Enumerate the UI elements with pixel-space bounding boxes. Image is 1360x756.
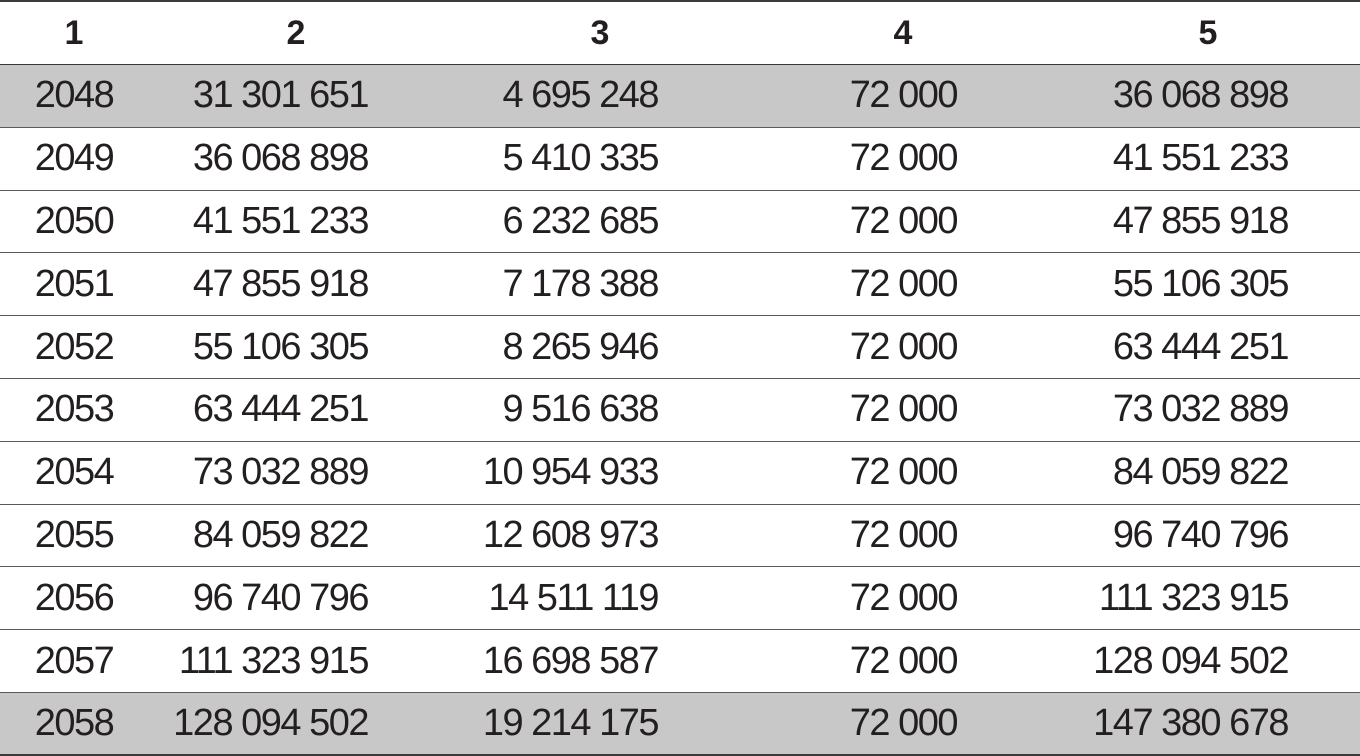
- year-cell: 2049: [34, 137, 115, 180]
- value-cell: 147 380 678: [1093, 701, 1289, 744]
- value-cell: 7 178 388: [502, 262, 659, 305]
- value-cell: 36 068 898: [1112, 74, 1290, 117]
- table-row: 2050 41 551 233 6 232 685 72 000 47 855 …: [0, 191, 1360, 254]
- year-cell: 2051: [34, 262, 115, 305]
- year-cell: 2055: [34, 513, 115, 556]
- column-header-1: 1: [64, 13, 84, 52]
- value-cell: 73 032 889: [192, 451, 370, 494]
- value-cell: 41 551 233: [192, 199, 370, 242]
- table-row: 2048 31 301 651 4 695 248 72 000 36 068 …: [0, 65, 1360, 128]
- value-cell: 36 068 898: [192, 137, 370, 180]
- column-header-3: 3: [590, 13, 610, 52]
- value-cell: 72 000: [849, 137, 959, 180]
- table-row: 2058 128 094 502 19 214 175 72 000 147 3…: [0, 692, 1360, 756]
- value-cell: 31 301 651: [192, 74, 370, 117]
- table-row: 2056 96 740 796 14 511 119 72 000 111 32…: [0, 567, 1360, 631]
- column-header-2: 2: [286, 13, 306, 52]
- table-row: 2053 63 444 251 9 516 638 72 000 73 032 …: [0, 379, 1360, 442]
- value-cell: 72 000: [849, 639, 959, 682]
- value-cell: 73 032 889: [1112, 388, 1290, 431]
- value-cell: 128 094 502: [1093, 639, 1289, 682]
- value-cell: 63 444 251: [192, 388, 370, 431]
- value-cell: 19 214 175: [482, 701, 660, 744]
- value-cell: 72 000: [849, 262, 959, 305]
- value-cell: 111 323 915: [1098, 576, 1290, 619]
- value-cell: 72 000: [849, 388, 959, 431]
- table-row: 2052 55 106 305 8 265 946 72 000 63 444 …: [0, 316, 1360, 379]
- value-cell: 6 232 685: [502, 199, 659, 242]
- value-cell: 4 695 248: [502, 74, 659, 117]
- value-cell: 8 265 946: [502, 325, 659, 368]
- value-cell: 84 059 822: [192, 513, 370, 556]
- year-cell: 2050: [34, 199, 115, 242]
- table-header-row: 1 2 3 4 5: [0, 2, 1360, 65]
- value-cell: 10 954 933: [482, 451, 660, 494]
- value-cell: 72 000: [849, 451, 959, 494]
- value-cell: 72 000: [849, 513, 959, 556]
- year-cell: 2053: [34, 388, 115, 431]
- table-row: 2057 111 323 915 16 698 587 72 000 128 0…: [0, 630, 1360, 693]
- value-cell: 111 323 915: [178, 639, 370, 682]
- table-row: 2051 47 855 918 7 178 388 72 000 55 106 …: [0, 253, 1360, 317]
- value-cell: 128 094 502: [173, 701, 369, 744]
- year-cell: 2057: [34, 639, 115, 682]
- value-cell: 84 059 822: [1112, 451, 1290, 494]
- value-cell: 72 000: [849, 576, 959, 619]
- value-cell: 55 106 305: [1112, 262, 1290, 305]
- value-cell: 72 000: [849, 199, 959, 242]
- value-cell: 47 855 918: [192, 262, 370, 305]
- table-row: 2055 84 059 822 12 608 973 72 000 96 740…: [0, 505, 1360, 568]
- value-cell: 72 000: [849, 701, 959, 744]
- table-row: 2049 36 068 898 5 410 335 72 000 41 551 …: [0, 128, 1360, 191]
- value-cell: 47 855 918: [1112, 199, 1290, 242]
- value-cell: 96 740 796: [192, 576, 370, 619]
- year-cell: 2048: [34, 74, 115, 117]
- table-row: 2054 73 032 889 10 954 933 72 000 84 059…: [0, 442, 1360, 505]
- column-header-4: 4: [893, 13, 913, 52]
- value-cell: 96 740 796: [1112, 513, 1290, 556]
- value-cell: 63 444 251: [1112, 325, 1290, 368]
- year-cell: 2056: [34, 576, 115, 619]
- value-cell: 72 000: [849, 74, 959, 117]
- year-cell: 2052: [34, 325, 115, 368]
- value-cell: 72 000: [849, 325, 959, 368]
- year-cell: 2058: [34, 701, 115, 744]
- value-cell: 9 516 638: [502, 388, 659, 431]
- value-cell: 12 608 973: [482, 513, 660, 556]
- value-cell: 41 551 233: [1112, 137, 1290, 180]
- year-cell: 2054: [34, 451, 115, 494]
- value-cell: 5 410 335: [502, 137, 659, 180]
- value-cell: 14 511 119: [488, 576, 659, 619]
- column-header-5: 5: [1198, 13, 1218, 52]
- value-cell: 16 698 587: [482, 639, 660, 682]
- value-cell: 55 106 305: [192, 325, 370, 368]
